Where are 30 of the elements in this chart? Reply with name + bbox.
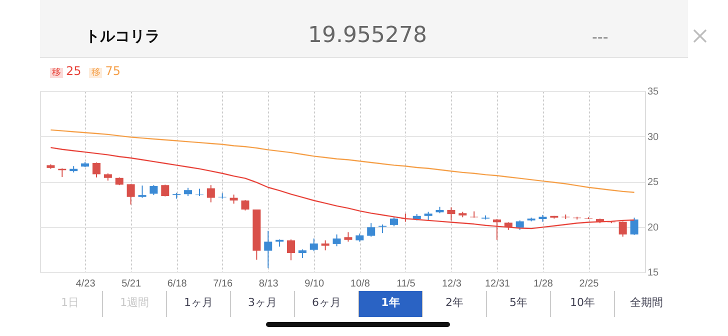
text: 5年 [486,291,550,317]
x-tick-label: 9/10 [304,278,325,290]
x-tick-label: 11/5 [396,278,416,290]
x-tick-label: 12/3 [442,278,462,290]
x-tick-label: 2/25 [579,278,600,290]
text: 全期間 [614,291,678,317]
text: 2年 [422,291,486,317]
chart-title: トルコリラ [85,27,160,46]
x-tick-label: 10/8 [350,278,370,290]
legend-label: 移 75 [90,64,121,79]
x-tick-label: 7/16 [213,278,234,290]
y-tick-label: 15 [648,268,660,278]
x-tick-label: 5/21 [122,278,142,290]
x-tick-label: 12/31 [484,278,510,290]
x-tick-label: 4/23 [76,278,96,290]
text: 移 25 [51,64,82,79]
x-tick-label: 8/13 [258,278,279,290]
text: --- [592,28,608,46]
y-tick-label: 25 [648,177,660,188]
text: 3ヶ月 [230,291,294,317]
y-tick-label: 35 [648,86,660,98]
text: 10年 [550,291,614,317]
y-tick-label: 30 [648,132,660,143]
text: 1年 [358,291,422,317]
text: 6ヶ月 [294,291,358,317]
chart-subtitle: 19.955278 [308,23,427,48]
y-tick-label: 20 [648,222,660,234]
x-tick-label: 1/28 [534,278,554,290]
text: 1ヶ月 [166,291,230,317]
x-tick-label: 6/18 [167,278,188,290]
